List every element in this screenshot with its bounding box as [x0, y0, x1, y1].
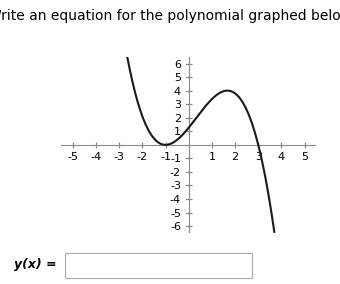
Text: Write an equation for the polynomial graphed below: Write an equation for the polynomial gra…	[0, 9, 340, 22]
Text: y(x) =: y(x) =	[14, 258, 56, 271]
